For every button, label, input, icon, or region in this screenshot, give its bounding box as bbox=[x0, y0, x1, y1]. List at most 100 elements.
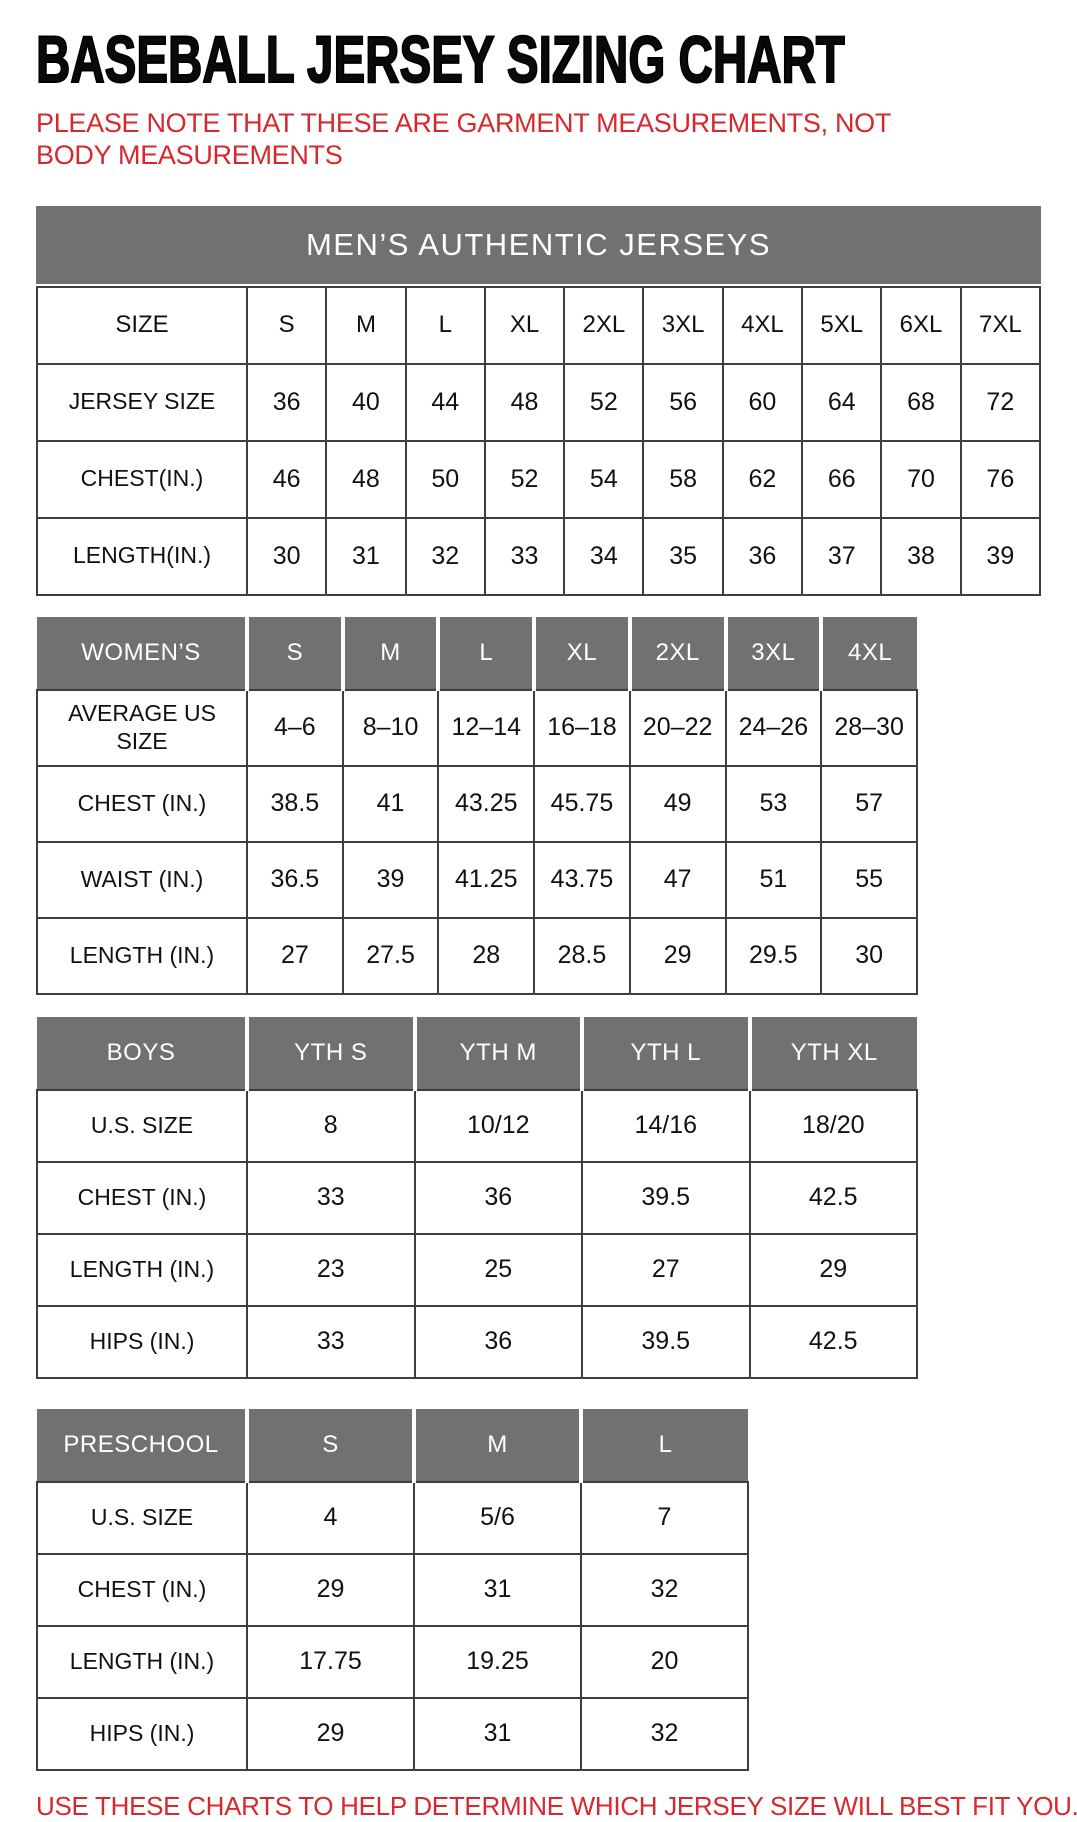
row-label: CHEST (IN.) bbox=[36, 764, 248, 843]
mens-size-column-header: M bbox=[325, 285, 407, 365]
mens-size-column-header: 7XL bbox=[959, 285, 1042, 365]
measurement-value: 76 bbox=[959, 439, 1042, 519]
measurement-value: 33 bbox=[246, 1160, 416, 1235]
womens-size-column-header: 2XL bbox=[627, 616, 728, 690]
measurement-value: 60 bbox=[721, 362, 804, 442]
boys-size-column-header: YTH L bbox=[580, 1016, 752, 1090]
preschool-header-label: PRESCHOOL bbox=[37, 1408, 249, 1482]
mens-header-label: SIZE bbox=[36, 285, 248, 365]
measurement-value: 32 bbox=[404, 516, 486, 596]
measurement-value: 28 bbox=[437, 916, 536, 995]
mens-size-column-header: 6XL bbox=[880, 285, 962, 365]
measurement-value: 66 bbox=[801, 439, 883, 519]
row-label: LENGTH (IN.) bbox=[36, 1232, 248, 1307]
measurement-value: 42.5 bbox=[748, 1304, 918, 1379]
measurement-value: 29 bbox=[246, 1552, 415, 1627]
measurement-value: 4 bbox=[246, 1480, 415, 1555]
measurement-value: 27 bbox=[581, 1232, 751, 1307]
womens-size-column-header: S bbox=[245, 616, 345, 690]
measurement-value: 33 bbox=[246, 1304, 416, 1379]
measurement-value: 10/12 bbox=[413, 1088, 583, 1163]
measurement-value: 54 bbox=[563, 439, 645, 519]
womens-size-column-header: M bbox=[340, 616, 441, 690]
boys-section: BOYS YTH S YTH M YTH L YTH XL U.S. SIZE 8 10/12… bbox=[36, 1016, 1041, 1379]
row-label: U.S. SIZE bbox=[36, 1480, 248, 1555]
measurement-value: 64 bbox=[801, 362, 883, 442]
measurement-value: 38 bbox=[880, 516, 962, 596]
mens-section: MEN’S AUTHENTIC JERSEYS SIZE S M L XL 2XL 3XL 4… bbox=[36, 205, 1042, 596]
measurement-value: 31 bbox=[413, 1696, 582, 1771]
measurement-value: 25 bbox=[413, 1232, 583, 1307]
row-label: JERSEY SIZE bbox=[36, 362, 248, 442]
preschool-size-column-header: L bbox=[579, 1408, 748, 1482]
measurement-value: 8 bbox=[246, 1088, 416, 1163]
preschool-size-column-header: S bbox=[245, 1408, 416, 1482]
boys-table-row: CHEST (IN.) 33 36 39.5 42.5 bbox=[36, 1160, 918, 1235]
measurement-value: 29 bbox=[628, 916, 727, 995]
mens-size-column-header: 3XL bbox=[642, 285, 724, 365]
measurement-value: 36 bbox=[413, 1160, 583, 1235]
measurement-value: 28.5 bbox=[533, 916, 631, 995]
mens-banner: MEN’S AUTHENTIC JERSEYS bbox=[36, 205, 1041, 284]
measurement-value: 16–18 bbox=[533, 688, 631, 767]
womens-section: WOMEN’S S M L XL 2XL 3XL 4XL AVERAGE US SIZE 4–6 8… bbox=[36, 616, 1041, 995]
boys-table-row: U.S. SIZE 8 10/12 14/16 18/20 bbox=[36, 1088, 918, 1163]
measurement-value: 20 bbox=[580, 1624, 749, 1699]
measurement-value: 27.5 bbox=[341, 916, 440, 995]
measurement-value: 23 bbox=[246, 1232, 416, 1307]
measurement-value: 39.5 bbox=[581, 1304, 751, 1379]
measurement-value: 52 bbox=[483, 439, 566, 519]
measurement-value: 43.75 bbox=[533, 840, 631, 919]
measurement-value: 8–10 bbox=[341, 688, 440, 767]
row-label: CHEST (IN.) bbox=[36, 1552, 248, 1627]
mens-table-row: CHEST(IN.) 46 48 50 52 54 58 62 66 70 76 bbox=[36, 439, 1042, 519]
preschool-table-row: CHEST (IN.) 29 31 32 bbox=[36, 1552, 749, 1627]
measurement-value: 39 bbox=[341, 840, 440, 919]
row-label: LENGTH (IN.) bbox=[36, 1624, 248, 1699]
womens-table-row: WAIST (IN.) 36.5 39 41.25 43.75 47 51 55 bbox=[36, 840, 918, 919]
measurement-value: 5/6 bbox=[413, 1480, 582, 1555]
mens-size-column-header: 4XL bbox=[721, 285, 804, 365]
measurement-value: 48 bbox=[483, 362, 566, 442]
measurement-value: 12–14 bbox=[437, 688, 536, 767]
measurement-value: 30 bbox=[820, 916, 918, 995]
womens-table-row: AVERAGE US SIZE 4–6 8–10 12–14 16–18 20–22 24–… bbox=[36, 688, 918, 767]
preschool-table: PRESCHOOL S M L U.S. SIZE 4 5/6 7 CHEST (IN.) 29 3… bbox=[36, 1408, 749, 1771]
measurement-value: 20–22 bbox=[628, 688, 727, 767]
measurement-value: 42.5 bbox=[748, 1160, 918, 1235]
mens-header-row: SIZE S M L XL 2XL 3XL 4XL 5XL 6XL 7XL bbox=[36, 285, 1042, 365]
womens-header-label: WOMEN’S bbox=[37, 616, 249, 690]
measurement-value: 70 bbox=[880, 439, 962, 519]
measurement-value: 47 bbox=[628, 840, 727, 919]
measurement-value: 31 bbox=[413, 1552, 582, 1627]
boys-size-column-header: YTH XL bbox=[747, 1016, 917, 1090]
measurement-value: 68 bbox=[880, 362, 962, 442]
measurement-value: 50 bbox=[404, 439, 486, 519]
measurement-value: 41 bbox=[341, 764, 440, 843]
measurement-value: 51 bbox=[724, 840, 823, 919]
womens-table-row: LENGTH (IN.) 27 27.5 28 28.5 29 29.5 30 bbox=[36, 916, 918, 995]
measurement-value: 49 bbox=[628, 764, 727, 843]
measurement-value: 62 bbox=[721, 439, 804, 519]
measurement-value: 72 bbox=[959, 362, 1042, 442]
womens-size-column-header: 3XL bbox=[723, 616, 824, 690]
measurement-value: 40 bbox=[325, 362, 407, 442]
measurement-value: 53 bbox=[724, 764, 823, 843]
measurement-value: 4–6 bbox=[246, 688, 344, 767]
measurement-value: 29.5 bbox=[724, 916, 823, 995]
measurement-value: 19.25 bbox=[413, 1624, 582, 1699]
womens-size-column-header: XL bbox=[532, 616, 632, 690]
measurement-value: 41.25 bbox=[437, 840, 536, 919]
mens-size-column-header: S bbox=[245, 285, 328, 365]
measurement-value: 28–30 bbox=[820, 688, 918, 767]
measurement-value: 39 bbox=[959, 516, 1042, 596]
womens-table: WOMEN’S S M L XL 2XL 3XL 4XL AVERAGE US SIZE 4–6 8… bbox=[36, 616, 918, 995]
boys-header-label: BOYS bbox=[37, 1016, 249, 1090]
measurement-value: 44 bbox=[404, 362, 486, 442]
row-label: CHEST(IN.) bbox=[36, 439, 248, 519]
womens-size-column-header: 4XL bbox=[819, 616, 917, 690]
row-label: HIPS (IN.) bbox=[36, 1696, 248, 1771]
measurement-value: 43.25 bbox=[437, 764, 536, 843]
mens-table-row: JERSEY SIZE 36 40 44 48 52 56 60 64 68 72 bbox=[36, 362, 1042, 442]
